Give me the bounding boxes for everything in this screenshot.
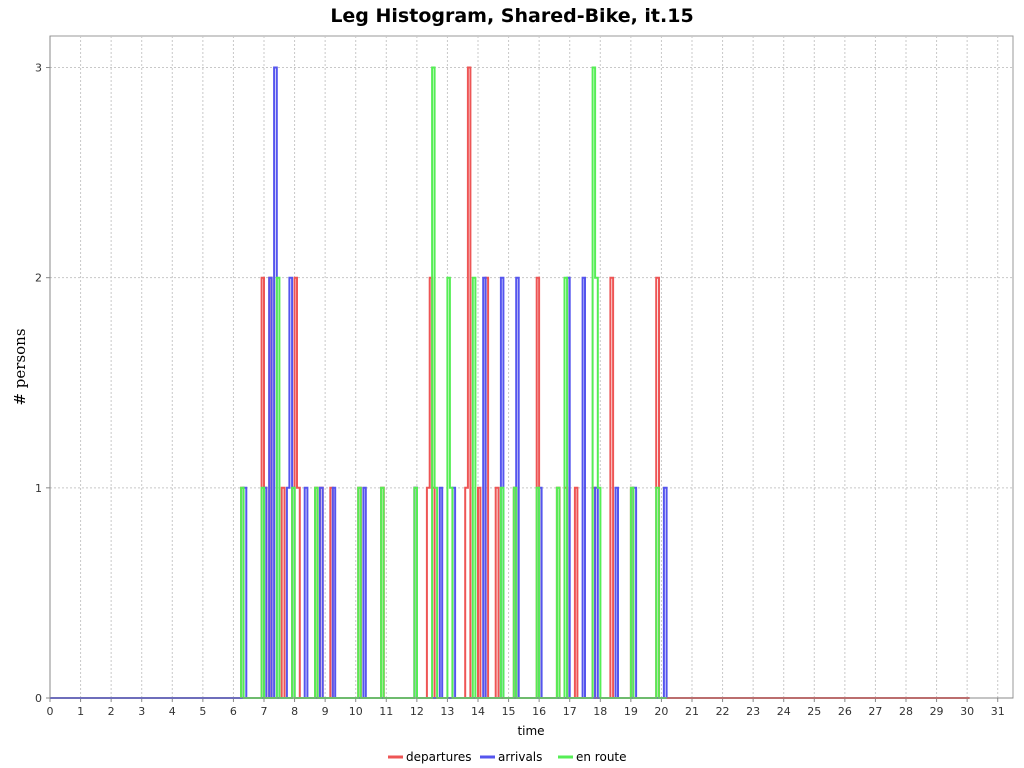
legend-label: departures (406, 750, 472, 764)
x-tick-label: 4 (169, 705, 176, 718)
y-axis-label: # persons (11, 328, 29, 405)
x-tick-label: 23 (746, 705, 760, 718)
x-tick-label: 27 (868, 705, 882, 718)
legend: departures arrivals en route (388, 750, 627, 764)
y-tick-label: 0 (35, 692, 42, 705)
x-tick-label: 7 (261, 705, 268, 718)
x-tick-label: 30 (960, 705, 974, 718)
x-tick-label: 26 (838, 705, 852, 718)
x-axis-ticks: 0 1 2 3 4 5 6 7 8 9 10 11 12 13 14 15 16 17 18 19 20 21 22 23 24… (47, 698, 1005, 718)
chart-title: Leg Histogram, Shared-Bike, it.15 (330, 5, 693, 27)
x-tick-label: 1 (77, 705, 84, 718)
x-tick-label: 14 (471, 705, 485, 718)
x-axis-label: time (517, 724, 544, 738)
series-line-en-route (240, 66, 667, 699)
x-tick-label: 22 (716, 705, 730, 718)
x-tick-label: 28 (899, 705, 913, 718)
x-tick-label: 16 (532, 705, 546, 718)
y-tick-label: 3 (35, 62, 42, 75)
x-tick-label: 24 (777, 705, 791, 718)
x-tick-label: 31 (991, 705, 1005, 718)
x-tick-label: 18 (593, 705, 607, 718)
x-tick-label: 25 (807, 705, 821, 718)
grid-lines (50, 36, 1013, 698)
x-tick-label: 13 (440, 705, 454, 718)
x-tick-label: 21 (685, 705, 699, 718)
legend-label: arrivals (498, 750, 542, 764)
x-tick-label: 5 (199, 705, 206, 718)
x-tick-label: 15 (502, 705, 516, 718)
x-tick-label: 8 (291, 705, 298, 718)
x-tick-label: 2 (108, 705, 115, 718)
x-tick-label: 29 (930, 705, 944, 718)
x-tick-label: 9 (322, 705, 329, 718)
x-tick-label: 17 (563, 705, 577, 718)
x-tick-label: 3 (138, 705, 145, 718)
x-tick-label: 20 (654, 705, 668, 718)
x-tick-label: 12 (410, 705, 424, 718)
plot-area (49, 35, 1014, 699)
y-tick-label: 1 (35, 482, 42, 495)
x-tick-label: 0 (47, 705, 54, 718)
y-tick-label: 2 (35, 272, 42, 285)
x-tick-label: 11 (379, 705, 393, 718)
x-tick-label: 6 (230, 705, 237, 718)
x-tick-label: 19 (624, 705, 638, 718)
x-tick-label: 10 (349, 705, 363, 718)
legend-label: en route (576, 750, 627, 764)
y-axis-ticks: 0 1 2 3 (35, 62, 50, 705)
